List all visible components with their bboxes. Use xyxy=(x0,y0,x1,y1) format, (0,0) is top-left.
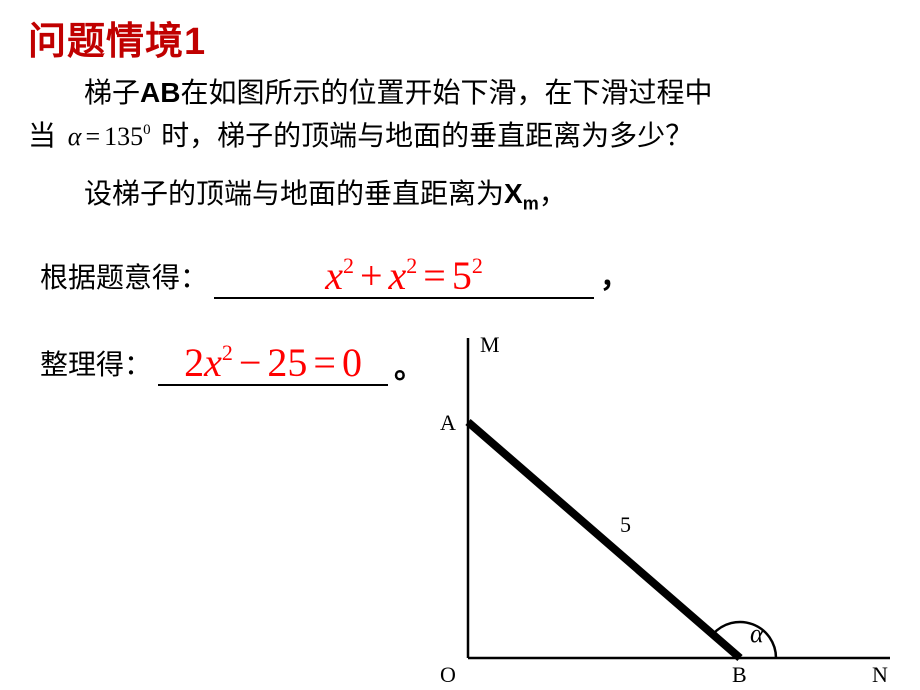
setup-post: ， xyxy=(539,178,567,209)
step2-blank: 2x2−25=0 xyxy=(158,337,388,386)
problem-line1: 梯子AB在如图所示的位置开始下滑，在下滑过程中 xyxy=(28,71,892,114)
setup-pre: 设梯子的顶端与地面的垂直距离为 xyxy=(84,178,504,209)
eq1-e3: 2 xyxy=(472,253,483,278)
label-n: N xyxy=(872,662,888,687)
step1-row: 根据题意得： x2+x2=52 ， xyxy=(40,250,892,299)
ladder-ab xyxy=(468,422,740,658)
text-pre2: 当 xyxy=(28,120,56,151)
label-o: O xyxy=(440,662,456,687)
text-post2: 时，梯子的顶端与地面的垂直距离为多少？ xyxy=(161,120,693,151)
problem-line2: 当 α=1350 时，梯子的顶端与地面的垂直距离为多少？ xyxy=(28,120,693,151)
eq2-x: x xyxy=(204,340,222,385)
step2-equation: 2x2−25=0 xyxy=(184,339,362,386)
slide-page: 问题情境1 梯子AB在如图所示的位置开始下滑，在下滑过程中 当 α=1350 时… xyxy=(0,0,920,690)
ladder-diagram: M A O B N 5 α xyxy=(420,330,900,690)
step1-label: 根据题意得： xyxy=(40,256,208,296)
eq1-plus: + xyxy=(354,253,389,298)
problem-paragraph: 梯子AB在如图所示的位置开始下滑，在下滑过程中 当 α=1350 时，梯子的顶端… xyxy=(28,71,892,158)
label-b: B xyxy=(732,662,747,687)
eq2-2: 2 xyxy=(184,340,204,385)
segment-ab: AB xyxy=(140,77,180,108)
label-alpha: α xyxy=(750,619,765,648)
alpha-equation: α=1350 xyxy=(64,122,161,151)
setup-wrap: 设梯子的顶端与地面的垂直距离为Xm， xyxy=(28,172,892,218)
eq1-e2: 2 xyxy=(406,253,417,278)
page-title: 问题情境1 xyxy=(28,10,892,65)
eq1-eq: = xyxy=(417,253,452,298)
text-post1: 在如图所示的位置开始下滑，在下滑过程中 xyxy=(180,77,712,108)
eq2-0: 0 xyxy=(342,340,362,385)
var-x: X xyxy=(504,178,523,209)
eq1-x2: x xyxy=(389,253,407,298)
var-m: m xyxy=(523,193,539,213)
step2-label: 整理得： xyxy=(40,343,152,383)
eq2-minus: − xyxy=(233,340,268,385)
eq1-e1: 2 xyxy=(343,253,354,278)
degree-sup: 0 xyxy=(143,122,151,138)
eq2-eq: = xyxy=(307,340,342,385)
setup-line: 设梯子的顶端与地面的垂直距离为Xm， xyxy=(28,172,892,218)
text-pre1: 梯子 xyxy=(84,77,140,108)
step1-punct: ， xyxy=(600,252,630,296)
eq1-x1: x xyxy=(325,253,343,298)
variable-xm: Xm xyxy=(504,178,539,209)
eq1-5: 5 xyxy=(452,253,472,298)
step1-blank: x2+x2=52 xyxy=(214,250,594,299)
eq2-25: 25 xyxy=(267,340,307,385)
label-length-5: 5 xyxy=(620,512,631,537)
label-a: A xyxy=(440,410,456,435)
step1-equation: x2+x2=52 xyxy=(325,252,483,299)
eq2-exp: 2 xyxy=(222,340,233,365)
label-m: M xyxy=(480,332,500,357)
